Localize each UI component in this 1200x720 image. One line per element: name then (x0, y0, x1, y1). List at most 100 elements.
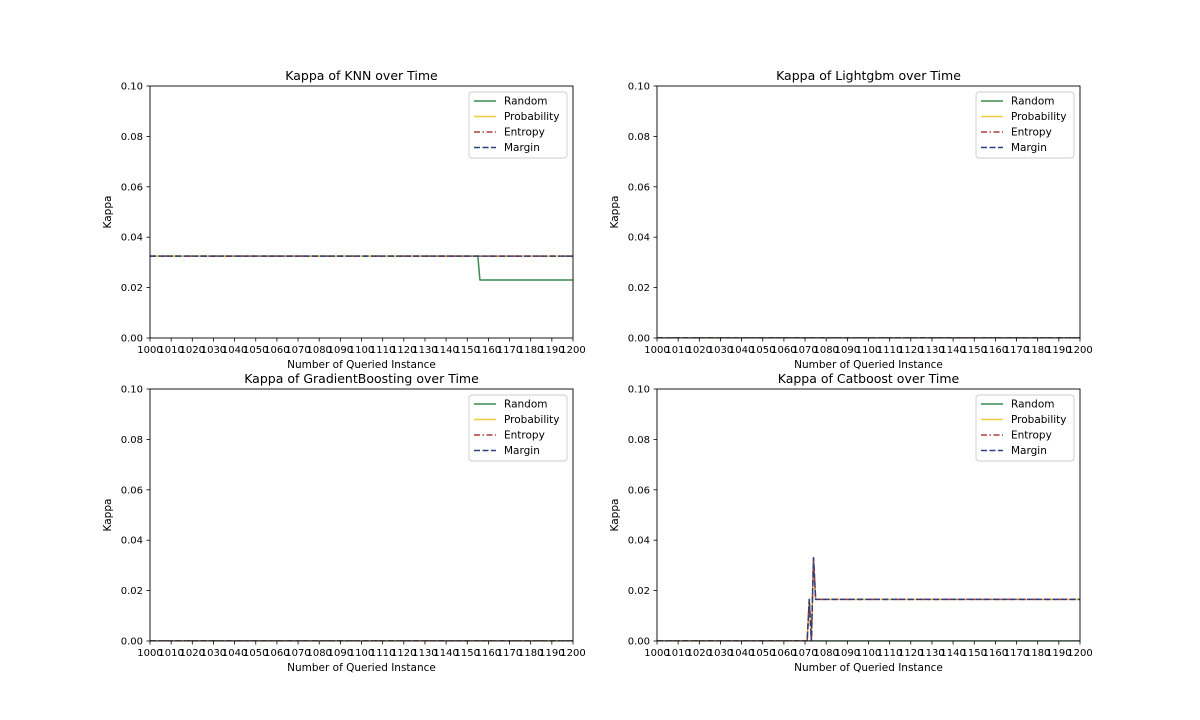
subplot-title: Kappa of GradientBoosting over Time (244, 371, 479, 386)
x-tick-label: 1090 (835, 345, 860, 356)
subplot-title: Kappa of Lightgbm over Time (776, 68, 961, 83)
x-tick-label: 1010 (665, 345, 690, 356)
knn-subplot: Kappa of KNN over Time Number of Queried… (102, 68, 586, 371)
legend-label-random: Random (504, 96, 547, 108)
x-tick-label: 1160 (476, 345, 501, 356)
x-tick-label: 1140 (433, 345, 458, 356)
legend-label-margin: Margin (1011, 142, 1047, 154)
x-tick-label: 1010 (665, 648, 690, 659)
x-tick-label: 1130 (412, 648, 437, 659)
x-tick-label: 1150 (962, 648, 987, 659)
legend-label-entropy: Entropy (1011, 430, 1052, 442)
x-tick-label: 1140 (940, 345, 965, 356)
y-tick-label: 0.00 (628, 334, 650, 345)
x-tick-label: 1180 (518, 345, 543, 356)
x-tick-label: 1160 (983, 648, 1008, 659)
x-axis-label: Number of Queried Instance (287, 662, 436, 674)
y-tick-label: 0.08 (121, 132, 143, 143)
x-tick-label: 1090 (835, 648, 860, 659)
y-tick-label: 0.04 (628, 233, 650, 244)
x-tick-label: 1030 (708, 648, 733, 659)
x-tick-label: 1100 (856, 345, 881, 356)
x-axis-label: Number of Queried Instance (794, 662, 943, 674)
y-axis-label: Kappa (609, 196, 621, 229)
x-tick-label: 1190 (539, 345, 564, 356)
x-tick-label: 1070 (792, 648, 817, 659)
x-tick-label: 1000 (137, 648, 162, 659)
y-tick-label: 0.10 (628, 385, 650, 396)
y-tick-label: 0.08 (628, 132, 650, 143)
x-tick-label: 1200 (1067, 648, 1092, 659)
x-tick-label: 1140 (433, 648, 458, 659)
x-tick-label: 1030 (201, 345, 226, 356)
x-tick-label: 1180 (1025, 648, 1050, 659)
y-tick-label: 0.00 (121, 637, 143, 648)
x-tick-label: 1020 (180, 648, 205, 659)
gradientboosting-subplot: Kappa of GradientBoosting over Time Numb… (102, 371, 586, 674)
y-tick-label: 0.10 (121, 82, 143, 93)
y-tick-label: 0.06 (121, 182, 143, 193)
x-tick-label: 1200 (1067, 345, 1092, 356)
y-axis-label: Kappa (102, 196, 114, 229)
x-tick-label: 1100 (349, 345, 374, 356)
x-tick-label: 1050 (243, 345, 268, 356)
x-tick-label: 1110 (370, 648, 395, 659)
x-tick-label: 1180 (518, 648, 543, 659)
x-tick-label: 1140 (940, 648, 965, 659)
y-axis-label: Kappa (609, 499, 621, 532)
x-tick-label: 1060 (264, 345, 289, 356)
x-tick-label: 1070 (285, 648, 310, 659)
x-tick-label: 1180 (1025, 345, 1050, 356)
y-tick-label: 0.04 (121, 536, 143, 547)
legend-label-random: Random (1011, 399, 1054, 411)
y-tick-label: 0.04 (121, 233, 143, 244)
y-tick-label: 0.08 (628, 435, 650, 446)
x-tick-label: 1130 (919, 648, 944, 659)
x-tick-label: 1040 (222, 345, 247, 356)
legend-label-random: Random (1011, 96, 1054, 108)
legend-label-probability: Probability (1011, 111, 1067, 123)
x-tick-label: 1120 (391, 648, 416, 659)
x-tick-label: 1040 (222, 648, 247, 659)
x-tick-label: 1060 (264, 648, 289, 659)
x-axis-label: Number of Queried Instance (287, 359, 436, 371)
x-tick-label: 1060 (771, 345, 796, 356)
x-tick-label: 1020 (687, 345, 712, 356)
legend-label-margin: Margin (504, 445, 540, 457)
x-tick-label: 1110 (370, 345, 395, 356)
x-tick-label: 1010 (158, 648, 183, 659)
y-axis-label: Kappa (102, 499, 114, 532)
series-group (657, 557, 1080, 641)
y-tick-label: 0.02 (121, 283, 143, 294)
x-tick-label: 1160 (476, 648, 501, 659)
x-tick-label: 1080 (813, 345, 838, 356)
x-tick-label: 1130 (412, 345, 437, 356)
x-tick-label: 1170 (497, 345, 522, 356)
x-tick-label: 1200 (560, 648, 585, 659)
x-tick-label: 1020 (180, 345, 205, 356)
subplot-title: Kappa of Catboost over Time (778, 371, 960, 386)
x-tick-label: 1030 (708, 345, 733, 356)
legend-label-entropy: Entropy (504, 430, 545, 442)
x-tick-label: 1000 (644, 345, 669, 356)
x-tick-label: 1030 (201, 648, 226, 659)
legend-label-margin: Margin (504, 142, 540, 154)
x-tick-label: 1160 (983, 345, 1008, 356)
lightgbm-subplot: Kappa of Lightgbm over Time Number of Qu… (609, 68, 1093, 371)
x-tick-label: 1080 (813, 648, 838, 659)
y-tick-label: 0.00 (628, 637, 650, 648)
x-axis-label: Number of Queried Instance (794, 359, 943, 371)
x-tick-label: 1080 (306, 345, 331, 356)
x-tick-label: 1070 (792, 345, 817, 356)
x-tick-label: 1050 (243, 648, 268, 659)
y-tick-label: 0.02 (628, 283, 650, 294)
legend-box (468, 394, 568, 462)
series-group (150, 255, 573, 281)
x-tick-label: 1190 (1046, 648, 1071, 659)
legend-label-probability: Probability (1011, 414, 1067, 426)
x-tick-label: 1130 (919, 345, 944, 356)
legend-label-random: Random (504, 399, 547, 411)
x-tick-label: 1060 (771, 648, 796, 659)
legend-label-margin: Margin (1011, 445, 1047, 457)
